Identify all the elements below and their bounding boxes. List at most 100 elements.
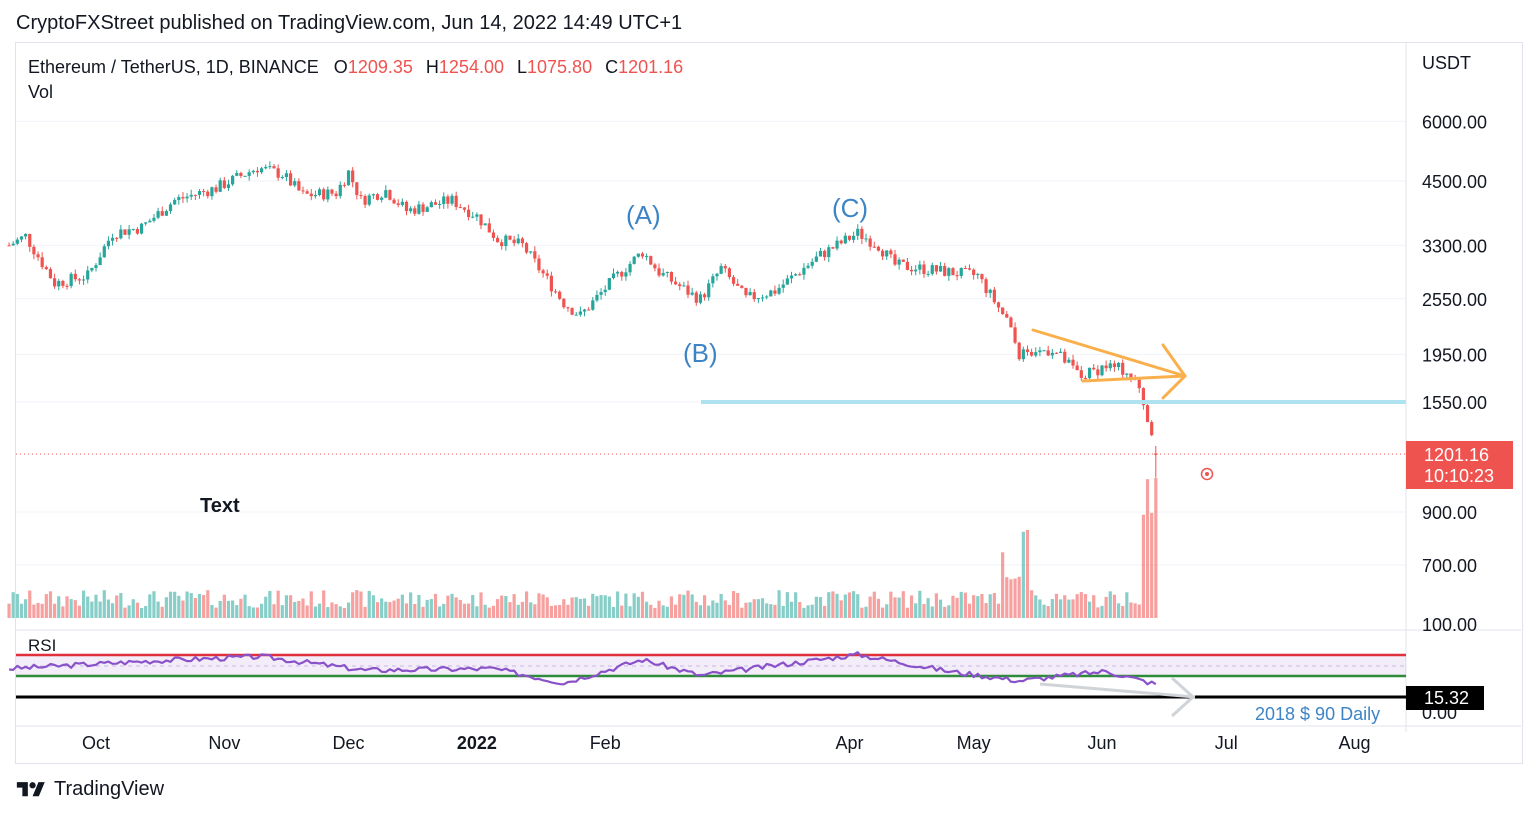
candle-body xyxy=(715,273,719,277)
candle-body xyxy=(36,254,40,258)
volume-bar xyxy=(160,606,164,618)
volume-bar xyxy=(943,606,947,618)
volume-bar xyxy=(28,590,32,618)
volume-bar xyxy=(839,600,843,618)
candle-body xyxy=(139,223,144,234)
wave-label-a[interactable]: (A) xyxy=(626,200,661,230)
candle-body xyxy=(417,204,421,214)
volume-bar xyxy=(127,605,131,618)
footer-brand: TradingView xyxy=(54,778,165,800)
candle-body xyxy=(839,240,843,244)
wave-label-b[interactable]: (B) xyxy=(683,338,718,368)
volume-bar xyxy=(963,592,967,618)
candle-body xyxy=(40,257,44,268)
volume-bar xyxy=(309,591,313,618)
volume-bar xyxy=(773,604,777,618)
candle-body xyxy=(1042,350,1046,352)
volume-bar xyxy=(334,604,338,618)
candle-body xyxy=(781,284,785,288)
rsi-arrow-drawing[interactable] xyxy=(1039,676,1196,718)
candle-body xyxy=(628,263,632,273)
price-tick-label: 900.00 xyxy=(1422,503,1477,523)
price-tick-label: 3300.00 xyxy=(1422,236,1487,256)
candle-body xyxy=(541,270,545,274)
candle-body xyxy=(123,229,127,235)
price-axis[interactable]: 6000.00 4500.00 3300.00 2550.00 1950.00 1550.… xyxy=(1422,112,1487,723)
candle-body xyxy=(897,259,901,265)
candle-body xyxy=(425,207,429,212)
candle-body xyxy=(115,237,119,239)
candle-body xyxy=(537,258,541,271)
candle-body xyxy=(24,233,28,237)
volume-bar xyxy=(723,600,727,618)
time-tick-label: May xyxy=(957,733,991,753)
volume-bar xyxy=(872,591,876,618)
volume-bar xyxy=(322,590,326,618)
candle-body xyxy=(512,239,516,244)
candle-body xyxy=(380,197,384,200)
text-note[interactable]: Text xyxy=(200,495,240,517)
candle-body xyxy=(197,191,202,195)
candle-body xyxy=(479,214,483,226)
candle-body xyxy=(351,170,355,183)
volume-bar xyxy=(1150,512,1154,618)
volume-bar xyxy=(595,596,599,618)
candle-body xyxy=(582,309,587,312)
volume-bar xyxy=(367,590,371,618)
candle-body xyxy=(57,280,61,287)
volume-bar xyxy=(466,603,471,618)
volume-bar xyxy=(404,603,409,618)
volume-bar xyxy=(115,595,119,618)
candle-body xyxy=(272,166,276,169)
candle-body xyxy=(504,235,508,247)
candle-body xyxy=(1137,379,1141,389)
volume-bar xyxy=(243,594,247,618)
volume-bar xyxy=(454,597,458,618)
wedge-drawing[interactable] xyxy=(1031,328,1187,400)
bottom-note[interactable]: 2018 $ 90 Daily xyxy=(1255,704,1380,724)
volume-bar xyxy=(495,599,500,618)
candle-body xyxy=(168,204,173,211)
candle-body xyxy=(384,190,388,198)
volume-bar xyxy=(15,593,19,618)
candle-body xyxy=(462,207,467,210)
candle-body xyxy=(251,170,255,173)
volume-bar xyxy=(1030,590,1034,618)
candle-body xyxy=(789,275,794,279)
volume-bar xyxy=(1125,592,1129,618)
volume-bar xyxy=(545,597,549,618)
volume-bar xyxy=(893,597,897,618)
candle-body xyxy=(694,292,698,303)
candle-body xyxy=(110,237,115,241)
price-axis-unit: USDT xyxy=(1422,53,1471,73)
volume-bar xyxy=(177,595,181,618)
price-tick-label: 4500.00 xyxy=(1422,172,1487,192)
volume-bar xyxy=(802,607,806,618)
tradingview-logo-icon xyxy=(16,781,45,796)
volume-bar xyxy=(752,599,756,618)
candle-body xyxy=(802,267,806,275)
volume-bar xyxy=(1005,577,1009,618)
volume-bar xyxy=(77,605,82,618)
time-axis[interactable]: Oct Nov Dec 2022 Feb Apr May Jun Jul Aug xyxy=(82,733,1371,753)
alert-target-icon[interactable] xyxy=(1200,467,1214,481)
volume-bar xyxy=(131,599,135,618)
volume-bar xyxy=(686,590,690,618)
candle-body xyxy=(1079,370,1083,378)
candle-body xyxy=(955,275,959,277)
volume-bar xyxy=(7,603,11,618)
candle-body xyxy=(181,197,185,199)
volume-bar xyxy=(1034,595,1038,618)
candle-body xyxy=(1116,362,1121,368)
candle-body xyxy=(106,240,111,247)
volume-bar xyxy=(574,597,578,618)
chart-frame[interactable] xyxy=(15,42,1523,764)
candle-body xyxy=(918,264,922,270)
wave-label-c[interactable]: (C) xyxy=(832,193,868,223)
price-tick-label: 2550.00 xyxy=(1422,290,1487,310)
volume-bar xyxy=(351,592,355,618)
candle-body xyxy=(624,272,628,277)
volume-bar xyxy=(818,597,823,618)
candle-body xyxy=(152,217,156,221)
